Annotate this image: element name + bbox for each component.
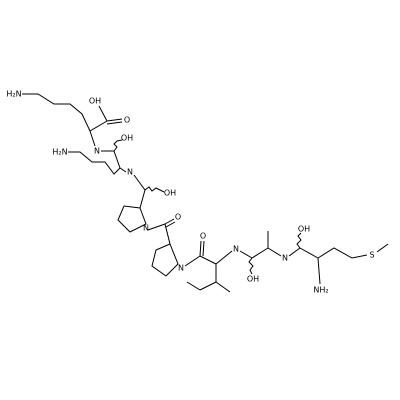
atom-label: OH — [121, 134, 133, 143]
atom-label: N — [178, 264, 184, 273]
atom-label: N — [282, 254, 288, 263]
atom-label: N — [127, 168, 133, 177]
atom-label: N — [143, 224, 149, 233]
atom-label: O — [124, 116, 130, 125]
atom-label: H₂N — [52, 148, 67, 157]
atom-label: O — [200, 232, 206, 241]
atom-label: N — [233, 245, 239, 254]
atom-label: OH — [247, 275, 259, 284]
atom-label: NH₂ — [313, 286, 328, 295]
atom-label: H₂N — [6, 90, 21, 99]
atom-label: OH — [164, 189, 176, 198]
atom-label: OH — [89, 97, 101, 106]
atom-label: N — [94, 147, 100, 156]
atom-label: O — [175, 213, 181, 222]
atom-label: S — [369, 251, 374, 260]
bonds — [22, 93, 389, 293]
atom-label: OH — [298, 225, 310, 234]
atom-labels: H₂N OH O N OH H₂N N OH O N O N N OH N OH… — [6, 90, 374, 295]
